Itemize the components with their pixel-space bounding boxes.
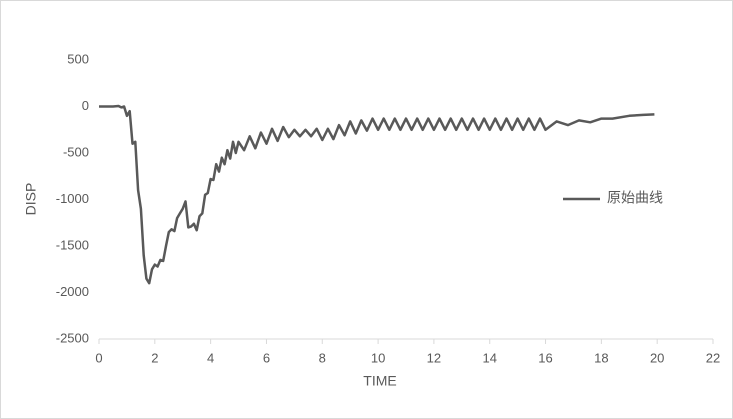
y-tick-label: -500	[63, 144, 89, 159]
x-tick-label: 10	[371, 350, 385, 365]
x-tick-label: 4	[207, 350, 214, 365]
x-axis-title: TIME	[363, 373, 396, 389]
legend-label: 原始曲线	[607, 190, 663, 206]
x-tick-label: 6	[263, 350, 270, 365]
y-tick-label: -1000	[56, 191, 89, 206]
x-tick-label: 22	[706, 350, 720, 365]
y-tick-label: 500	[67, 51, 89, 66]
y-tick-label: -2500	[56, 330, 89, 345]
x-tick-label: 20	[650, 350, 664, 365]
y-tick-label: 0	[82, 98, 89, 113]
y-axis-title: DISP	[23, 183, 39, 216]
x-tick-label: 16	[538, 350, 552, 365]
x-tick-label: 0	[95, 350, 102, 365]
x-tick-label: 18	[594, 350, 608, 365]
x-tick-label: 2	[151, 350, 158, 365]
line	[99, 104, 655, 285]
y-tick-label: -2000	[56, 284, 89, 299]
y-tick-label: -1500	[56, 237, 89, 252]
x-tick-label: 14	[482, 350, 496, 365]
x-tick-label: 12	[427, 350, 441, 365]
x-tick-label: 8	[319, 350, 326, 365]
